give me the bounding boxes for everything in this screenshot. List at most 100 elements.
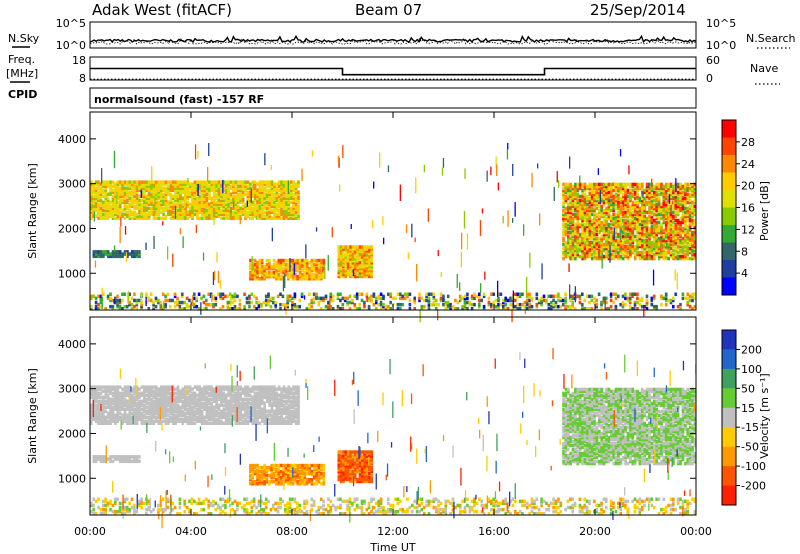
echo-cell <box>578 198 582 203</box>
echo-cell <box>143 206 146 210</box>
echo-cell <box>265 190 269 194</box>
echo-cell <box>104 389 108 393</box>
echo-cell <box>664 302 668 307</box>
echo-cell <box>602 200 606 205</box>
echo-cell <box>588 208 592 213</box>
echo-cell <box>353 259 357 263</box>
echo-cell <box>258 196 262 200</box>
echo-cell <box>676 192 680 197</box>
echo-cell <box>164 304 167 309</box>
echo-cell <box>140 300 143 305</box>
echo-cell <box>270 210 274 214</box>
echo-cell <box>152 190 156 194</box>
echo-cell <box>614 188 618 193</box>
echo-cell <box>196 186 199 190</box>
echo-cell <box>92 204 95 208</box>
echo-cell <box>569 184 572 189</box>
echo-cell <box>263 198 266 202</box>
echo-cell <box>109 204 112 208</box>
echo-cell <box>339 264 343 269</box>
echo-cell <box>669 236 673 241</box>
echo-cell <box>109 192 112 196</box>
echo-cell <box>578 224 582 229</box>
echo-cell <box>147 387 151 391</box>
echo-cell <box>564 252 568 257</box>
echo-cell <box>99 294 103 299</box>
echo-cell <box>593 256 596 261</box>
echo-cell <box>111 405 115 409</box>
echo-cell <box>370 259 373 263</box>
echo-cell <box>116 302 119 307</box>
echo-cell <box>239 180 242 184</box>
echo-cell <box>200 192 204 196</box>
echo-cell <box>361 266 364 271</box>
echo-cell <box>152 202 156 206</box>
echo-cell <box>370 247 373 251</box>
noise-streak <box>379 152 381 168</box>
echo-cell <box>588 248 592 253</box>
echo-cell <box>226 307 230 311</box>
echo-cell <box>260 266 264 271</box>
echo-cell <box>97 182 100 186</box>
echo-cell <box>224 212 228 216</box>
echo-cell <box>116 180 120 184</box>
echo-cell <box>581 254 584 259</box>
echo-cell <box>607 184 611 189</box>
echo-cell <box>256 212 259 216</box>
echo-cell <box>638 218 642 223</box>
echo-cell <box>257 300 261 305</box>
echo-cell <box>408 307 412 311</box>
echo-cell <box>298 277 302 281</box>
echo-cell <box>626 188 630 193</box>
echo-cell <box>633 210 637 215</box>
echo-cell <box>344 272 348 277</box>
echo-cell <box>292 196 295 200</box>
echo-cell <box>612 216 615 221</box>
echo-cell <box>102 411 105 415</box>
echo-cell <box>343 298 347 303</box>
echo-cell <box>593 240 596 245</box>
echo-cell <box>645 250 649 255</box>
echo-cell <box>227 206 230 210</box>
echo-cell <box>363 259 366 263</box>
echo-cell <box>667 184 670 189</box>
echo-cell <box>667 204 670 209</box>
echo-cell <box>217 180 221 184</box>
echo-cell <box>684 232 687 237</box>
echo-cell <box>171 188 175 192</box>
echo-cell <box>280 184 283 188</box>
echo-cell <box>191 214 194 218</box>
echo-cell <box>581 252 584 257</box>
echo-cell <box>135 196 139 200</box>
echo-cell <box>193 204 197 208</box>
echo-cell <box>232 214 235 218</box>
echo-cell <box>602 224 606 229</box>
echo-cell <box>145 180 148 184</box>
echo-cell <box>629 254 632 259</box>
echo-cell <box>621 256 625 261</box>
echo-cell <box>557 292 560 296</box>
echo-cell <box>636 212 639 217</box>
echo-cell <box>104 214 108 218</box>
echo-cell <box>227 186 230 190</box>
echo-cell <box>676 226 680 231</box>
echo-cell <box>118 192 122 196</box>
echo-cell <box>655 252 658 257</box>
echo-cell <box>179 186 182 190</box>
echo-cell <box>653 222 656 227</box>
echo-cell <box>650 240 654 245</box>
echo-cell <box>236 186 240 190</box>
echo-cell <box>590 294 594 299</box>
echo-cell <box>657 192 661 197</box>
echo-cell <box>121 192 124 196</box>
echo-cell <box>370 261 373 265</box>
echo-cell <box>662 210 666 215</box>
echo-cell <box>607 224 611 229</box>
echo-cell <box>586 228 589 233</box>
echo-cell <box>674 192 678 197</box>
echo-cell <box>605 226 608 231</box>
echo-cell <box>571 188 575 193</box>
echo-cell <box>209 292 213 296</box>
echo-cell <box>621 186 625 191</box>
echo-cell <box>593 238 596 243</box>
